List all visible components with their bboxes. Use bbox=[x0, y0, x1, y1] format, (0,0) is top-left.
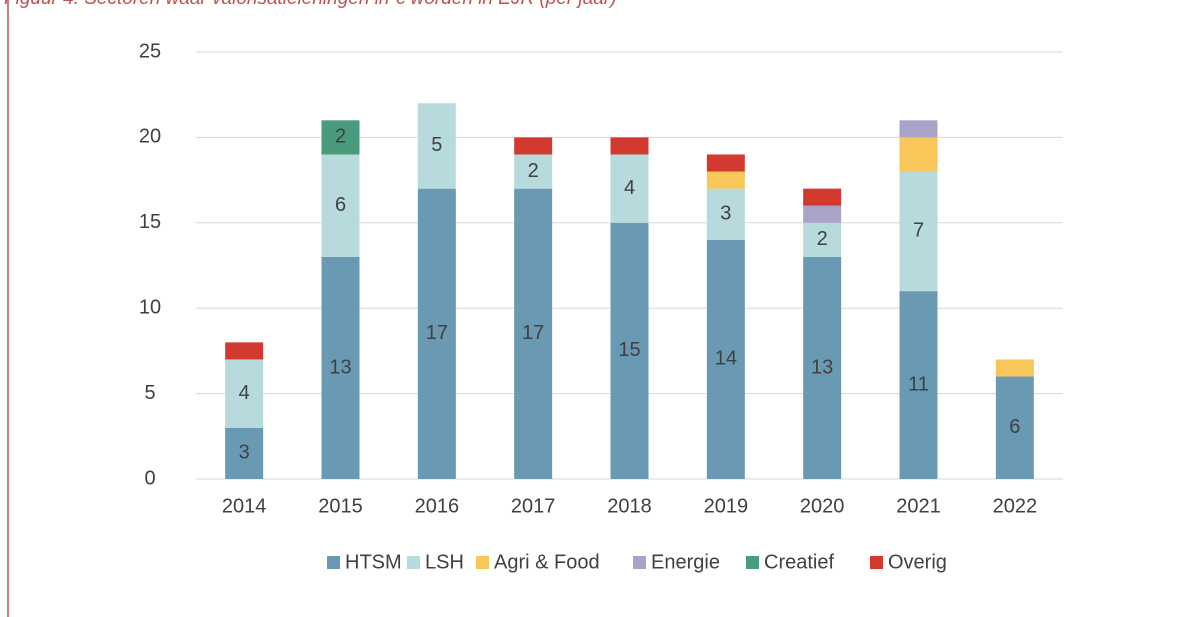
data-label: 3 bbox=[720, 203, 731, 225]
y-tick-label: 10 bbox=[139, 296, 161, 318]
y-tick-label: 15 bbox=[139, 211, 161, 233]
bar-segment bbox=[706, 239, 745, 479]
bar-segment bbox=[899, 137, 938, 172]
bar-segment bbox=[899, 120, 938, 138]
bar-segment bbox=[321, 154, 360, 257]
x-tick-label: 2021 bbox=[896, 495, 941, 517]
data-label: 2 bbox=[817, 228, 828, 250]
data-label: 13 bbox=[329, 356, 351, 378]
x-tick-label: 2022 bbox=[993, 495, 1038, 517]
data-label: 14 bbox=[715, 348, 737, 370]
data-label: 3 bbox=[239, 442, 250, 464]
bar-segment bbox=[225, 359, 264, 428]
data-label: 5 bbox=[431, 134, 442, 156]
data-label: 15 bbox=[618, 339, 640, 361]
data-label: 13 bbox=[811, 356, 833, 378]
x-tick-label: 2014 bbox=[222, 495, 267, 517]
bar-segment bbox=[899, 291, 938, 479]
bar-segment bbox=[803, 205, 842, 223]
bar-segment bbox=[803, 222, 842, 257]
legend-label: Agri & Food bbox=[494, 551, 600, 573]
x-tick-label: 2017 bbox=[511, 495, 556, 517]
data-label: 6 bbox=[335, 194, 346, 216]
data-label: 4 bbox=[239, 382, 250, 404]
bar-segment bbox=[995, 359, 1034, 377]
bar-segment bbox=[417, 188, 456, 479]
legend-label: Creatief bbox=[764, 551, 834, 573]
bar-segment bbox=[321, 120, 360, 155]
bar-segment bbox=[610, 154, 649, 223]
legend-label: HTSM bbox=[345, 551, 402, 573]
legend-swatch bbox=[476, 556, 489, 569]
legend-swatch bbox=[746, 556, 759, 569]
legend-label: LSH bbox=[425, 551, 464, 573]
y-tick-label: 0 bbox=[144, 467, 155, 489]
data-label: 6 bbox=[1009, 416, 1020, 438]
data-label: 4 bbox=[624, 177, 635, 199]
y-tick-label: 25 bbox=[139, 40, 161, 62]
bar-segment bbox=[321, 256, 360, 479]
data-label: 2 bbox=[528, 160, 539, 182]
x-tick-label: 2018 bbox=[607, 495, 652, 517]
data-label: 17 bbox=[522, 322, 544, 344]
data-label: 17 bbox=[426, 322, 448, 344]
bar-segment bbox=[225, 342, 264, 360]
data-label: 11 bbox=[908, 373, 929, 395]
legend-swatch bbox=[870, 556, 883, 569]
x-tick-label: 2015 bbox=[318, 495, 363, 517]
bar-segment bbox=[899, 171, 938, 292]
bar-segment bbox=[803, 188, 842, 206]
legend-label: Overig bbox=[888, 551, 947, 573]
bar-segment bbox=[514, 137, 553, 155]
x-tick-label: 2019 bbox=[704, 495, 749, 517]
bar-segment bbox=[706, 154, 745, 172]
bar-segment bbox=[417, 103, 456, 189]
chart-title: Figuur 4: Sectoren waar valorisatielenin… bbox=[4, 0, 617, 9]
bar-segment bbox=[514, 154, 553, 189]
bar-segment bbox=[995, 376, 1034, 479]
bar-segment bbox=[610, 137, 649, 155]
data-label: 2 bbox=[335, 126, 346, 148]
legend-swatch bbox=[633, 556, 646, 569]
bar-segment bbox=[706, 188, 745, 240]
data-label: 7 bbox=[913, 220, 924, 242]
legend-swatch bbox=[327, 556, 340, 569]
frame bbox=[7, 0, 9, 617]
bar-segment bbox=[803, 256, 842, 479]
y-tick-label: 20 bbox=[139, 126, 161, 148]
x-tick-label: 2016 bbox=[415, 495, 460, 517]
legend-label: Energie bbox=[651, 551, 720, 573]
bar-segment bbox=[225, 427, 264, 479]
legend-swatch bbox=[407, 556, 420, 569]
bar-segment bbox=[610, 222, 649, 480]
bar-segment bbox=[706, 171, 745, 189]
x-tick-label: 2020 bbox=[800, 495, 845, 517]
bar-segment bbox=[514, 188, 553, 479]
y-tick-label: 5 bbox=[144, 382, 155, 404]
